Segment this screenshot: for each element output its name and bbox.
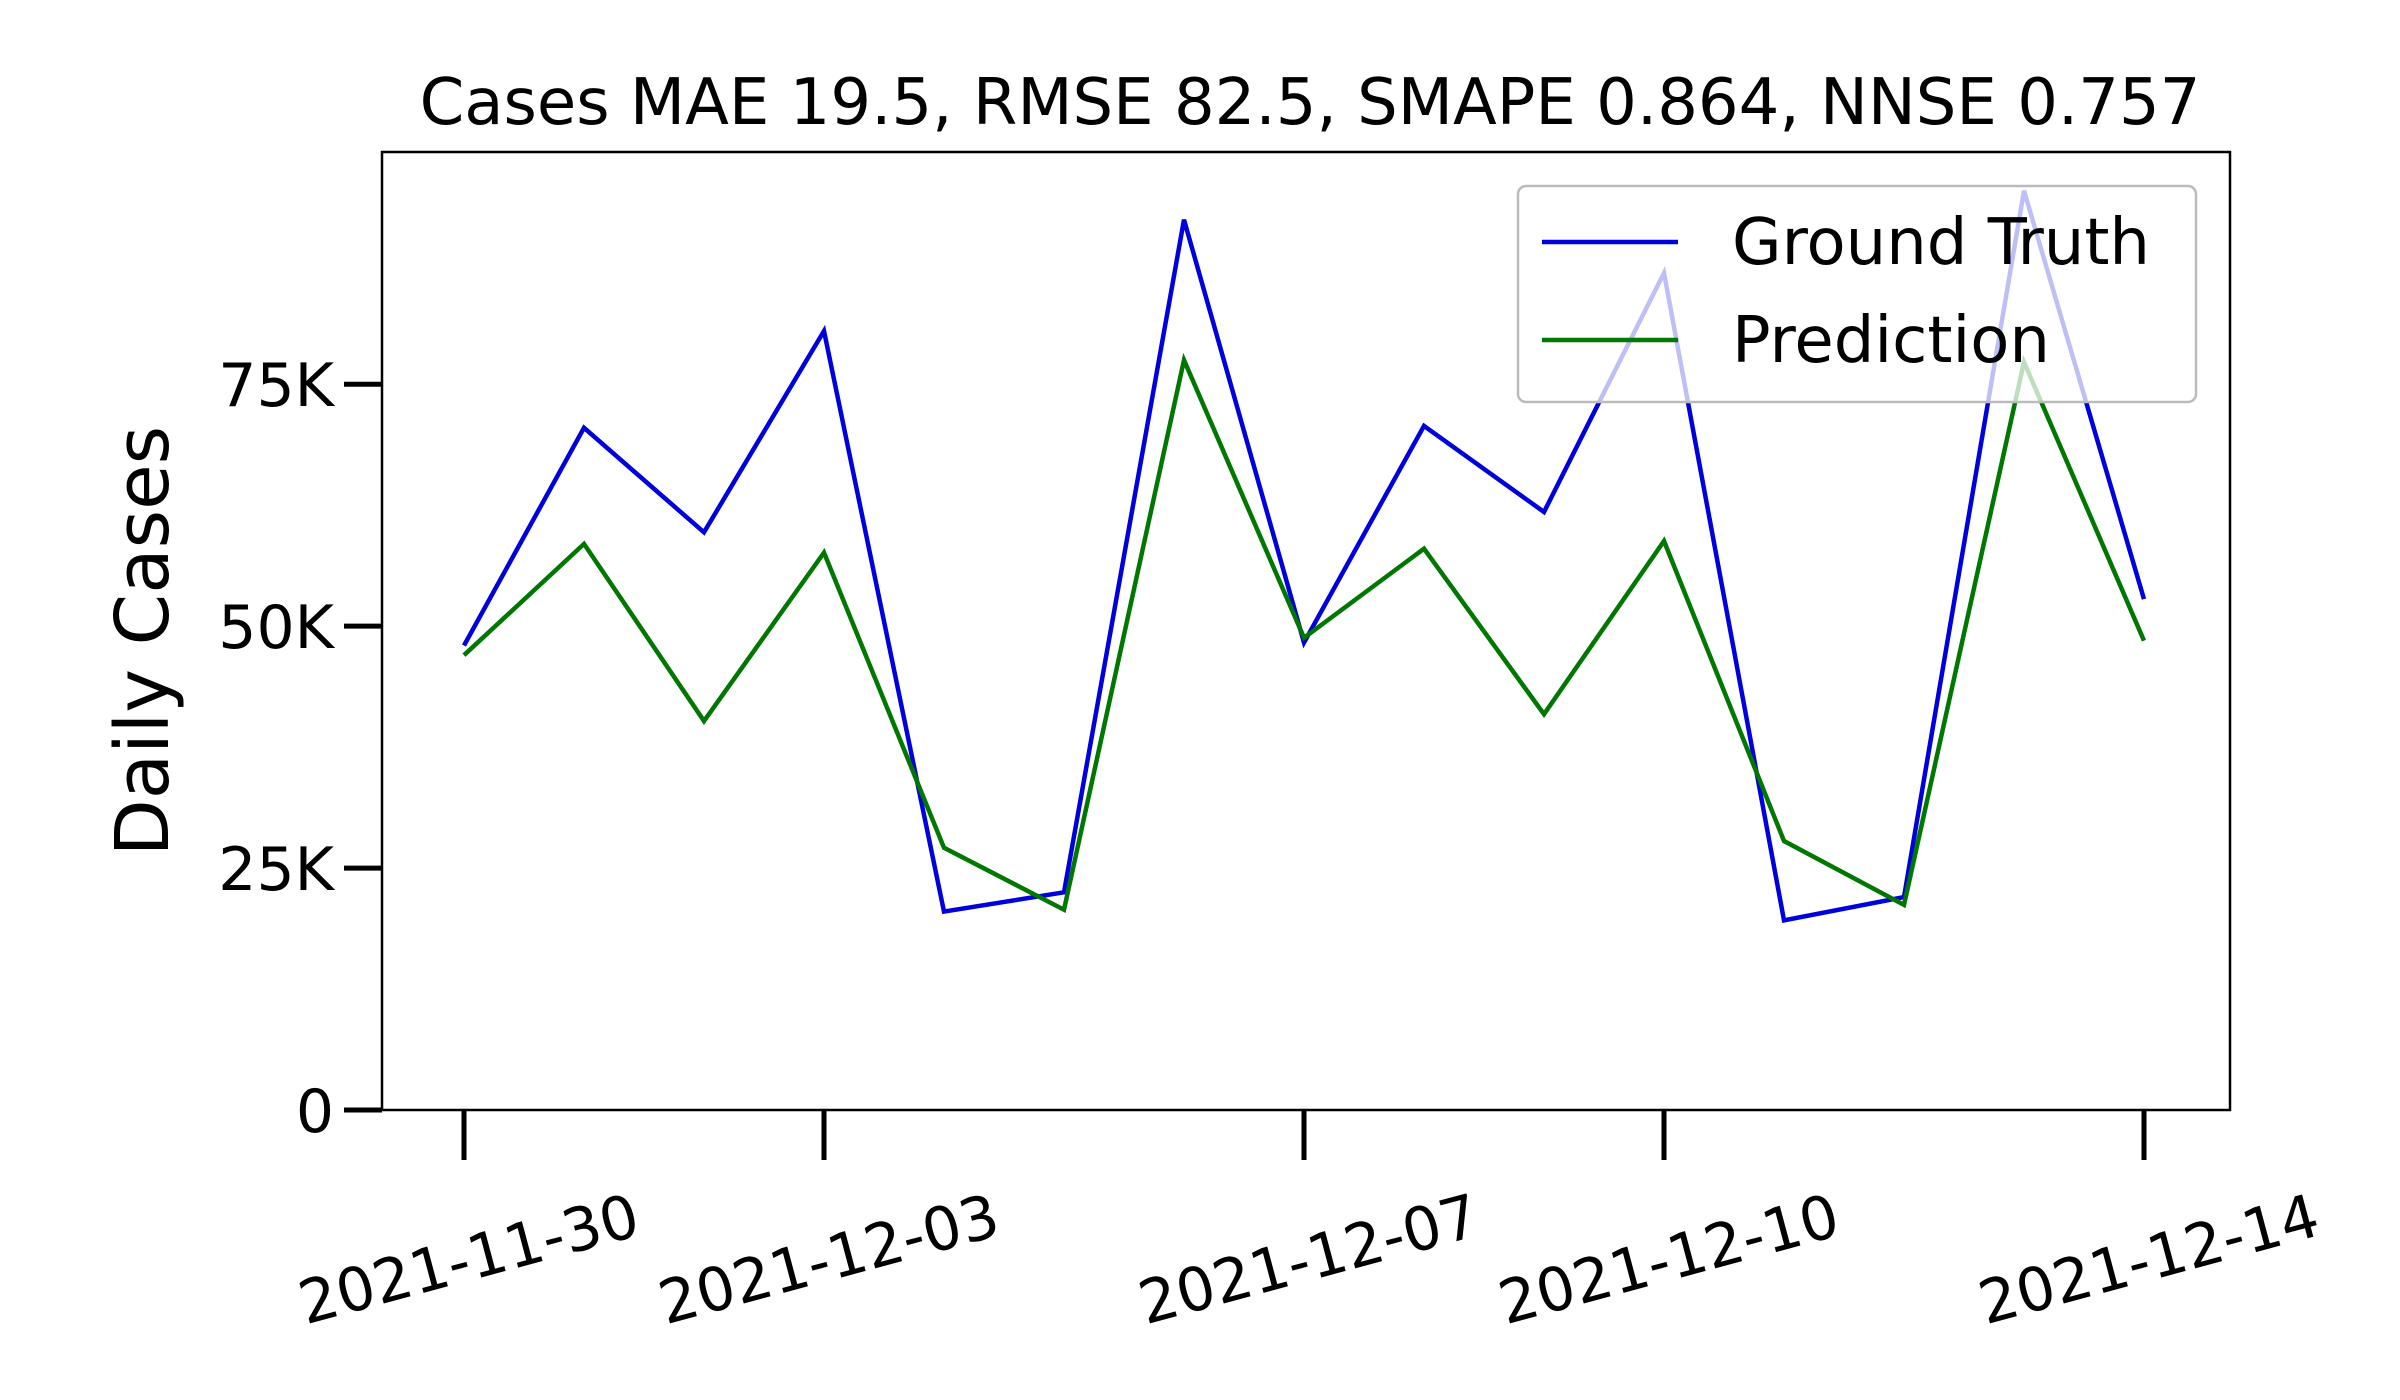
series-line-prediction [462,352,2147,914]
x-tick-label: 2021-11-30 [292,1181,647,1339]
legend-label: Prediction [1732,304,2050,378]
y-axis: 0 25K 50K 75K [218,351,382,1147]
series-line-ground-truth [462,190,2147,923]
x-tick-label: 2021-12-07 [1132,1181,1487,1339]
x-axis: 2021-11-30 2021-12-03 2021-12-07 2021-12-10… [292,1110,2327,1339]
y-tick-label: 50K [218,593,335,663]
x-tick-label: 2021-12-14 [1972,1181,2327,1339]
x-tick-label: 2021-12-03 [652,1181,1007,1339]
chart-title: Cases MAE 19.5, RMSE 82.5, SMAPE 0.864, … [420,66,2201,140]
legend-label: Ground Truth [1732,206,2150,280]
y-tick-label: 25K [218,835,335,905]
series-group [462,190,2147,923]
y-axis-label: Daily Cases [100,426,186,856]
y-tick-label: 75K [218,351,335,421]
legend-box [1516,184,2198,404]
y-tick-label: 0 [296,1077,334,1147]
legend: Ground Truth Prediction [1516,184,2198,404]
x-tick-label: 2021-12-10 [1492,1181,1847,1339]
